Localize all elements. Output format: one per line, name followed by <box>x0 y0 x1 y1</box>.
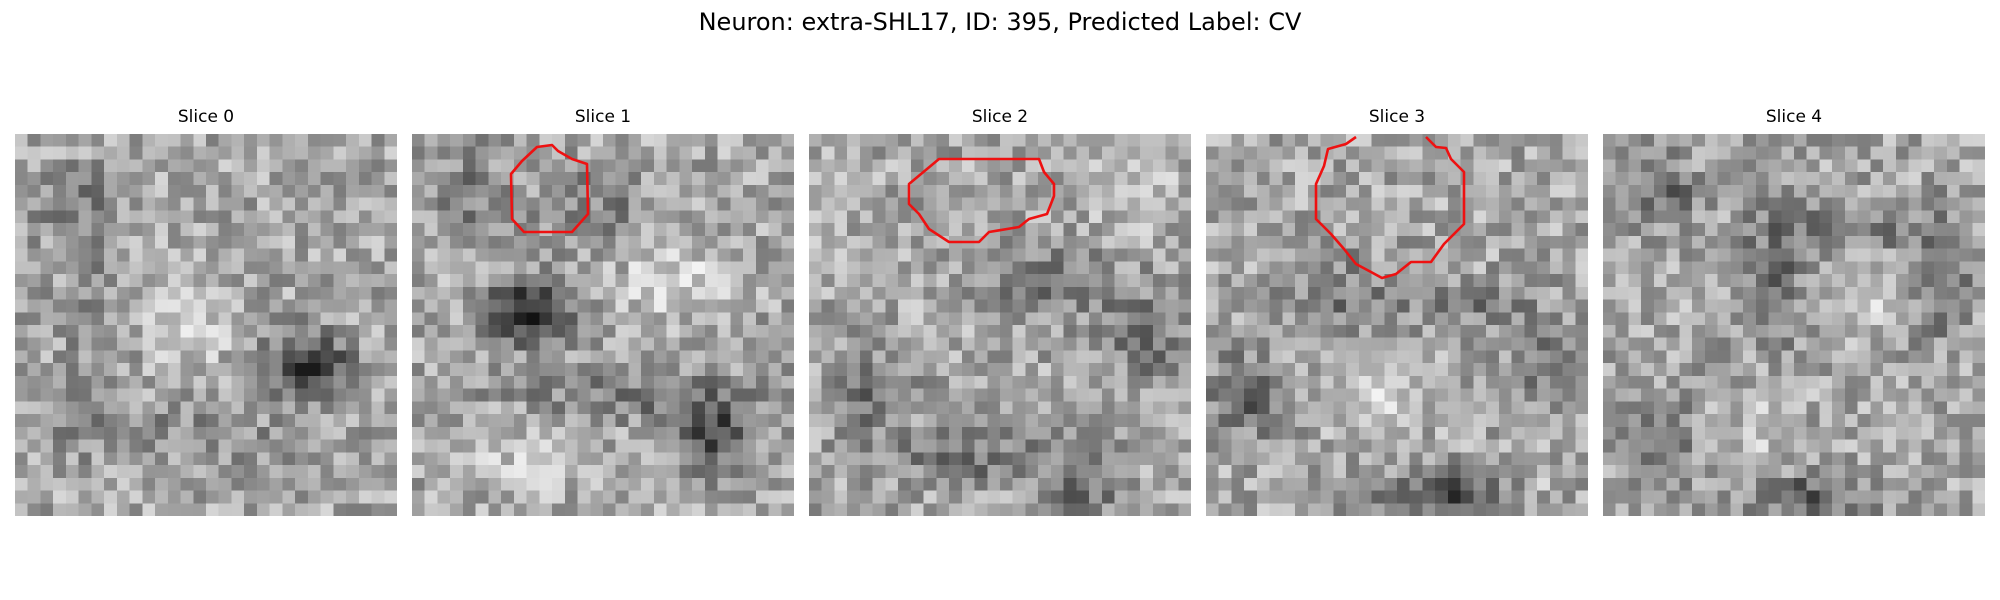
slice-panel-4: Slice 4 <box>1603 106 1985 516</box>
slice-panel-2: Slice 2 <box>809 106 1191 516</box>
slice-title-1: Slice 1 <box>574 107 632 127</box>
segmentation-contour-2 <box>907 157 1056 244</box>
slice-image-1 <box>412 134 794 516</box>
slice-image-4 <box>1603 134 1985 516</box>
slice-image-2 <box>809 134 1191 516</box>
slice-image-3 <box>1206 134 1588 516</box>
segmentation-contour-1 <box>509 143 590 234</box>
slice-image-0 <box>15 134 397 516</box>
slice-title-0: Slice 0 <box>177 107 235 127</box>
slice-title-4: Slice 4 <box>1765 107 1823 127</box>
slice-panel-1: Slice 1 <box>412 106 794 516</box>
slice-title-2: Slice 2 <box>971 107 1029 127</box>
figure-title: Neuron: extra-SHL17, ID: 395, Predicted … <box>698 8 1302 36</box>
slice-panel-0: Slice 0 <box>15 106 397 516</box>
slice-title-3: Slice 3 <box>1368 107 1426 127</box>
segmentation-contour-3 <box>1314 135 1466 280</box>
slice-panel-3: Slice 3 <box>1206 106 1588 516</box>
